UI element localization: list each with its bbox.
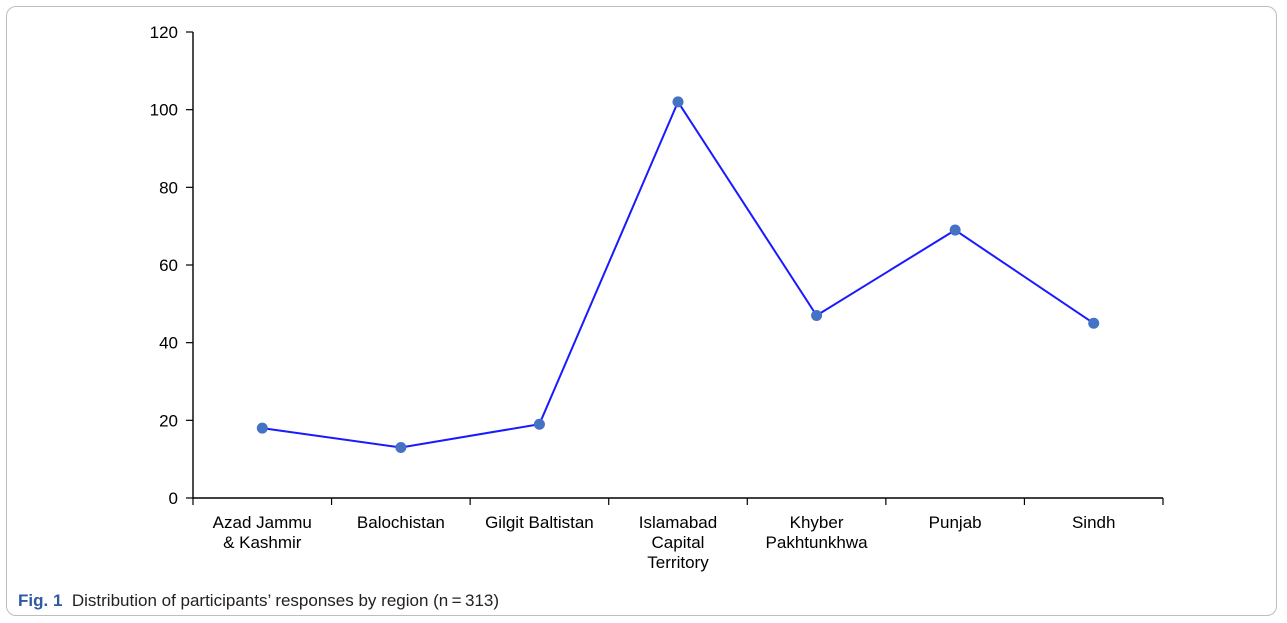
series-group [256, 96, 1100, 454]
figure-caption: Fig. 1 Distribution of participants’ res… [18, 591, 499, 611]
series-line [262, 99, 1095, 449]
data-point [811, 309, 823, 321]
data-point [672, 96, 684, 108]
data-point [256, 422, 268, 434]
x-tick-label: Balochistan [357, 513, 445, 532]
data-point [533, 418, 545, 430]
y-tick-label: 40 [159, 334, 178, 353]
y-tick-label: 120 [150, 23, 178, 42]
x-tick-label: Punjab [929, 513, 982, 532]
figure-caption-text: Distribution of participants’ responses … [71, 591, 500, 610]
y-axis-ticks: 0 20 40 60 80 100 120 [150, 23, 193, 508]
x-tick-label: Khyber Pakhtunkhwa [766, 513, 869, 552]
y-tick-label: 80 [159, 178, 178, 197]
y-tick-label: 20 [159, 411, 178, 430]
data-point [1088, 317, 1100, 329]
y-tick-label: 100 [150, 101, 178, 120]
figure-frame [6, 6, 1277, 616]
x-tick-label: Islamabad Capital Territory [639, 513, 717, 572]
x-tick-label: Gilgit Baltistan [485, 513, 594, 532]
x-axis-ticks: Azad Jammu & Kashmir Balochistan Gilgit Bal… [192, 498, 1164, 572]
figure-label: Fig. 1 [18, 591, 63, 610]
data-point [395, 442, 407, 454]
y-tick-label: 60 [159, 256, 178, 275]
y-tick-label: 0 [169, 489, 178, 508]
x-tick-label: Azad Jammu & Kashmir [213, 513, 312, 552]
data-point [949, 224, 961, 236]
x-tick-label: Sindh [1072, 513, 1115, 532]
